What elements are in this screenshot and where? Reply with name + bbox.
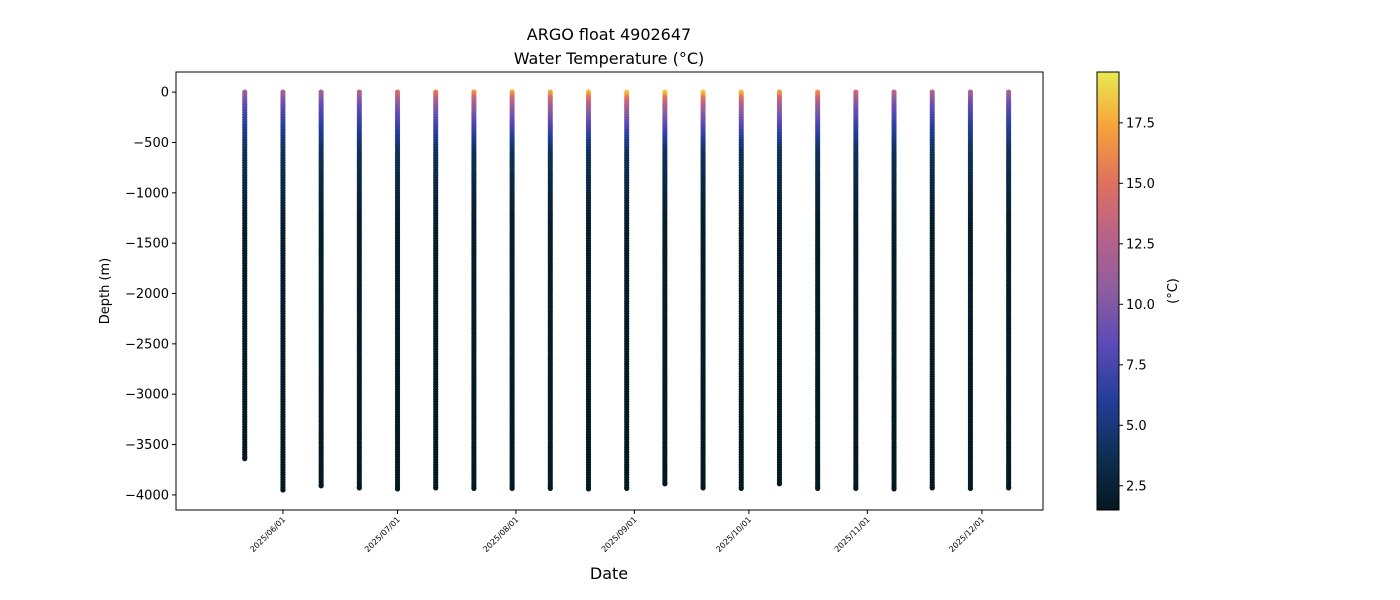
x-tick-label: 2025/09/01 xyxy=(600,515,639,554)
profile-column xyxy=(433,89,439,491)
colorbar-tick-label: 5.0 xyxy=(1126,419,1147,434)
data-point xyxy=(815,485,821,491)
profile-column xyxy=(929,89,935,491)
data-point xyxy=(662,481,668,487)
y-tick-label: −1500 xyxy=(125,237,169,252)
data-point xyxy=(585,486,592,492)
colorbar-tick-label: 7.5 xyxy=(1126,358,1147,373)
profile-column xyxy=(624,89,630,491)
data-point xyxy=(967,485,974,491)
profile-column xyxy=(356,89,362,491)
profile-column xyxy=(242,89,248,462)
data-point xyxy=(547,485,553,491)
y-axis-label: Depth (m) xyxy=(98,258,113,325)
data-point xyxy=(1006,485,1012,491)
y-tick-label: −1000 xyxy=(125,186,169,201)
x-tick-label: 2025/12/01 xyxy=(947,515,986,554)
colorbar-tick-label: 10.0 xyxy=(1126,298,1155,313)
data-point xyxy=(776,481,783,487)
colorbar xyxy=(1096,71,1120,511)
data-point xyxy=(509,485,515,491)
y-tick-label: −4000 xyxy=(125,488,169,503)
chart-title: ARGO float 4902647 xyxy=(527,25,691,44)
data-point xyxy=(624,485,630,491)
profile-column xyxy=(471,89,477,491)
profile-column xyxy=(853,89,859,491)
data-point xyxy=(700,485,706,491)
data-point xyxy=(853,485,859,491)
y-tick-label: −2500 xyxy=(125,337,169,352)
profile-column xyxy=(891,89,897,492)
profile-column xyxy=(1006,89,1012,491)
y-axis-ticks: 0 −500 −1000 −1500 −2000 −2500 −3000 −3500 −4000 xyxy=(125,86,176,503)
profile-column xyxy=(585,89,592,492)
profile-column xyxy=(738,89,744,491)
colorbar-tick-label: 12.5 xyxy=(1126,237,1155,252)
profile-column xyxy=(815,89,821,491)
plot-frame xyxy=(175,71,1044,511)
data-point xyxy=(433,485,439,491)
profile-column xyxy=(662,89,668,487)
x-axis-label: Date xyxy=(590,564,628,583)
profile-column xyxy=(547,89,553,491)
plot-points xyxy=(242,89,1012,493)
chart-subtitle: Water Temperature (°C) xyxy=(514,49,704,68)
colorbar-tick-label: 17.5 xyxy=(1126,116,1155,131)
data-point xyxy=(242,456,248,462)
y-tick-label: 0 xyxy=(161,86,169,101)
data-point xyxy=(280,487,286,493)
profile-column xyxy=(509,89,515,491)
x-tick-label: 2025/11/01 xyxy=(833,515,872,554)
profile-column xyxy=(280,89,286,493)
data-point xyxy=(471,485,477,491)
data-point xyxy=(738,485,744,491)
y-tick-label: −3000 xyxy=(125,388,169,403)
colorbar-tick-label: 2.5 xyxy=(1126,479,1147,494)
y-tick-label: −3500 xyxy=(125,438,169,453)
x-tick-label: 2025/07/01 xyxy=(363,515,402,554)
x-axis-ticks: 2025/06/01 2025/07/01 2025/08/01 2025/09/01… xyxy=(248,510,986,554)
profile-column xyxy=(967,89,974,491)
y-tick-label: −2000 xyxy=(125,287,169,302)
profile-column xyxy=(776,89,783,487)
data-point xyxy=(394,486,401,492)
colorbar-label: (°C) xyxy=(1166,278,1181,304)
colorbar-tick-label: 15.0 xyxy=(1126,177,1155,192)
data-point xyxy=(356,485,362,491)
profile-column xyxy=(394,89,401,492)
x-tick-label: 2025/08/01 xyxy=(481,515,520,554)
y-tick-label: −500 xyxy=(133,136,169,151)
data-point xyxy=(929,485,935,491)
colorbar-ticks: 2.5 5.0 7.5 10.0 12.5 15.0 17.5 xyxy=(1119,116,1155,494)
data-point xyxy=(891,486,897,492)
profile-column xyxy=(700,89,706,491)
x-tick-label: 2025/06/01 xyxy=(248,515,287,554)
data-point xyxy=(318,483,324,489)
x-tick-label: 2025/10/01 xyxy=(714,515,753,554)
profile-column xyxy=(318,89,324,489)
